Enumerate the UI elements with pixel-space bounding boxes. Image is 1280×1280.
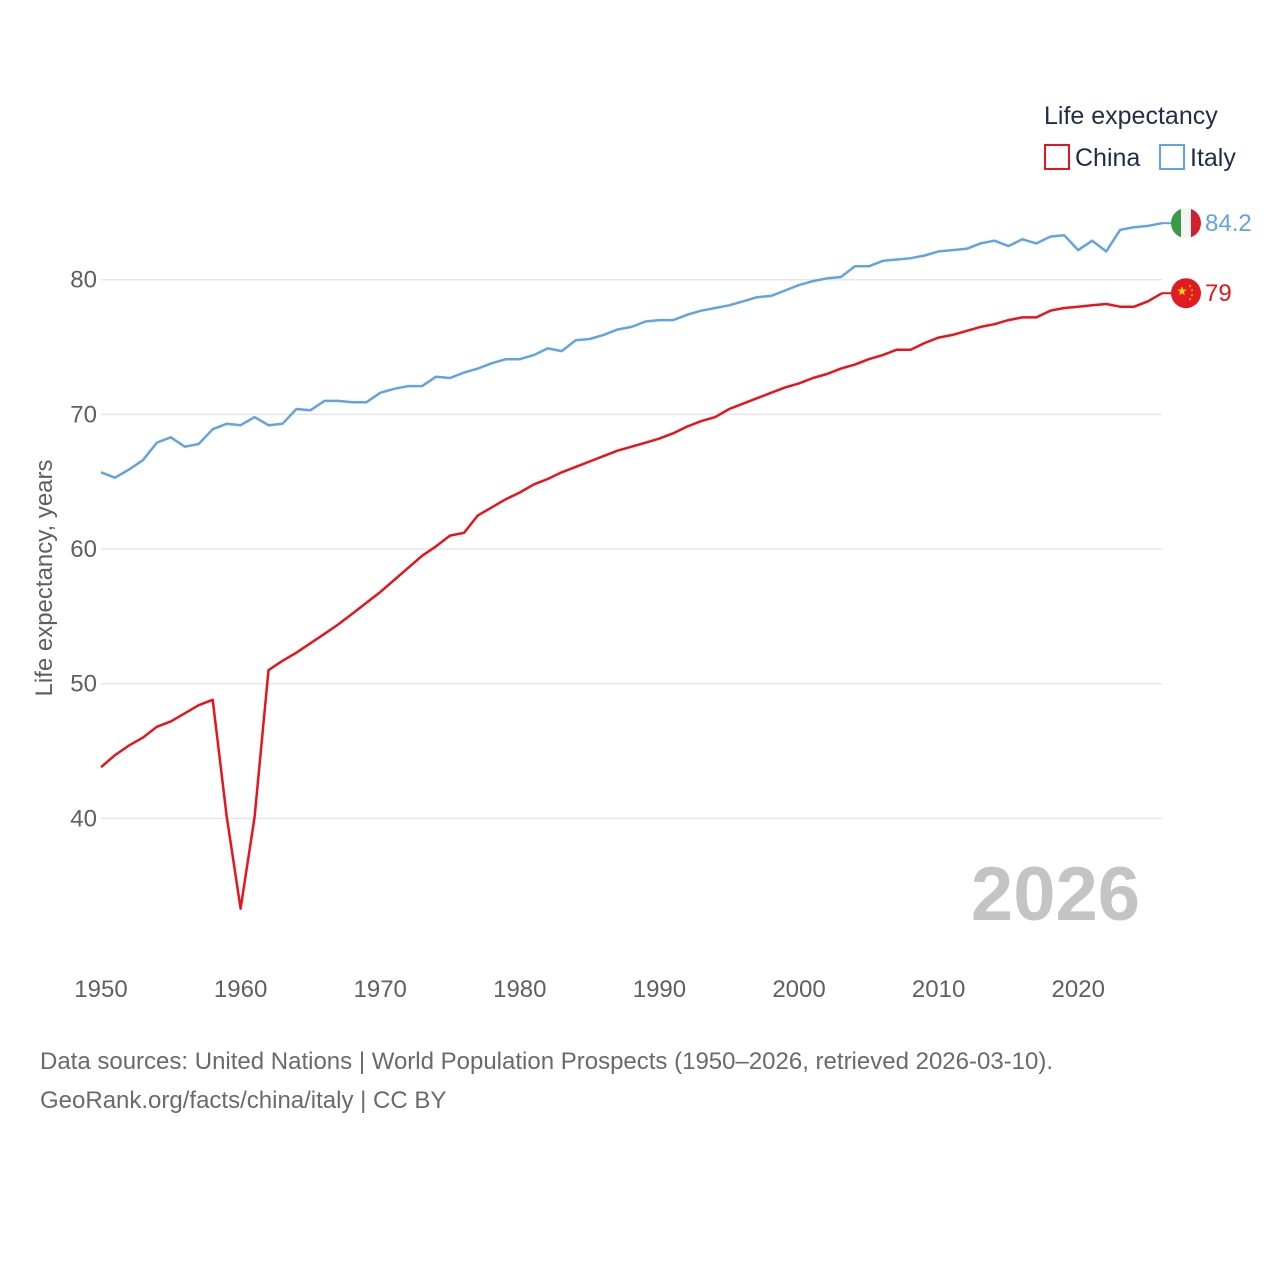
legend-swatch-china [1044,144,1070,170]
series-line-china[interactable] [100,292,1163,910]
y-tick-label: 50 [70,671,97,698]
grid [101,278,1162,820]
x-tick-label: 1970 [354,976,407,1003]
y-tick-label: 80 [70,267,97,294]
y-tick-label: 40 [70,805,97,832]
x-tick-label: 1990 [633,976,686,1003]
source-link[interactable]: GeoRank.org/facts/china/italy | CC BY [40,1087,447,1114]
chart: 40 50 60 70 80 1950 1960 1970 1980 1990 2000 2010 2… [31,102,1252,1003]
legend-label-italy: Italy [1190,144,1236,172]
x-tick-label: 2020 [1052,976,1105,1003]
legend-label-china: China [1075,144,1140,172]
y-tick-label: 70 [70,401,97,428]
y-axis: 40 50 60 70 80 [70,267,97,833]
series-line-italy[interactable] [100,221,1163,479]
x-tick-label: 1960 [214,976,267,1003]
series-layer [100,221,1163,910]
china-flag-icon [1171,278,1201,309]
y-tick-label: 60 [70,536,97,563]
italy-flag-icon [1171,208,1201,239]
end-value-label-china: 79 [1205,280,1232,307]
end-labels: 84.2 79 [1162,208,1252,309]
legend-item-china[interactable]: China [1044,144,1140,172]
source-note: Data sources: United Nations | World Pop… [40,1042,1260,1120]
x-axis: 1950 1960 1970 1980 1990 2000 2010 2020 [74,976,1105,1003]
end-value-label-italy: 84.2 [1205,210,1252,237]
x-tick-label: 2000 [772,976,825,1003]
y-axis-title: Life expectancy, years [31,459,58,696]
legend[interactable]: Life expectancy China Italy [1044,102,1236,172]
legend-item-italy[interactable]: Italy [1159,144,1236,172]
legend-title: Life expectancy [1044,102,1218,130]
x-tick-label: 2010 [912,976,965,1003]
x-tick-label: 1950 [74,976,127,1003]
year-watermark: 2026 [971,852,1140,937]
source-line: Data sources: United Nations | World Pop… [40,1048,1054,1075]
x-tick-label: 1980 [493,976,546,1003]
legend-swatch-italy [1159,144,1185,170]
